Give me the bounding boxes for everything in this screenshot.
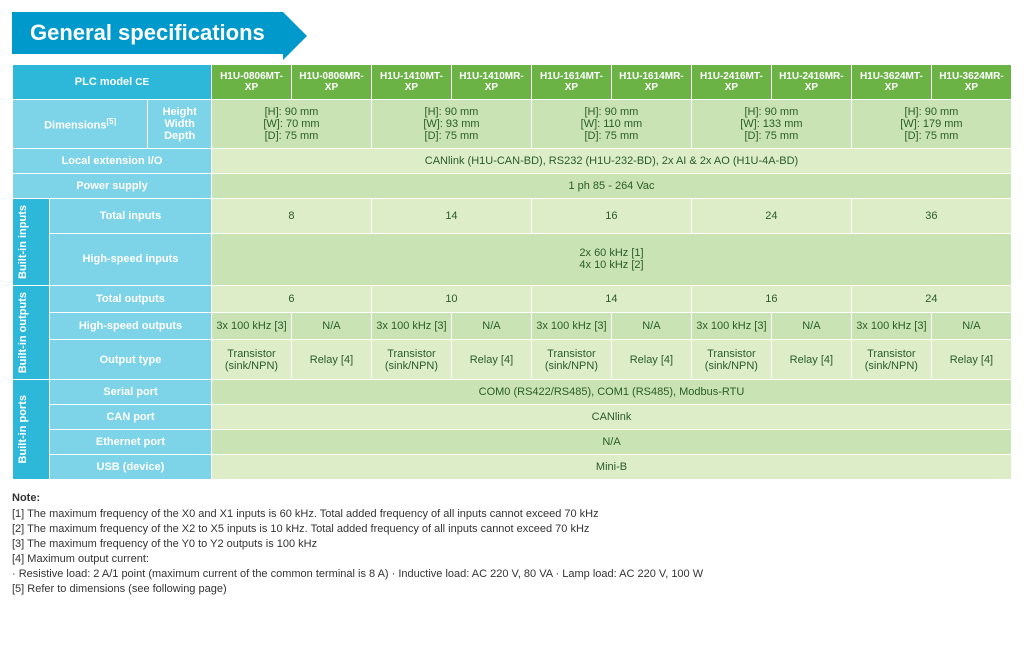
note-4b: · Resistive load: 2 A/1 point (maximum c… (12, 568, 1012, 580)
output-type-label: Output type (49, 340, 211, 380)
hs-inputs-val: 2x 60 kHz [1] 4x 10 kHz [2] (211, 234, 1011, 286)
model-col: H1U-1410MT-XP (371, 65, 451, 100)
to-cell: 14 (531, 285, 691, 312)
to-cell: 10 (371, 285, 531, 312)
builtin-ports-group: Built-in ports (13, 380, 50, 480)
ot-cell: Transistor (sink/NPN) (211, 340, 291, 380)
hso-cell: N/A (451, 313, 531, 340)
builtin-inputs-group: Built-in inputs (13, 199, 50, 286)
ti-cell: 36 (851, 199, 1011, 234)
model-col: H1U-3624MR-XP (931, 65, 1011, 100)
model-col: H1U-2416MT-XP (691, 65, 771, 100)
total-inputs-label: Total inputs (49, 199, 211, 234)
usb-val: Mini-B (211, 455, 1011, 480)
hs-outputs-label: High-speed outputs (49, 313, 211, 340)
ti-cell: 14 (371, 199, 531, 234)
note-4: [4] Maximum output current: (12, 553, 1012, 565)
ot-cell: Relay [4] (291, 340, 371, 380)
dimensions-label: Dimensions[5] (13, 100, 148, 149)
to-cell: 24 (851, 285, 1011, 312)
to-cell: 16 (691, 285, 851, 312)
dim-cell: [H]: 90 mm [W]: 179 mm [D]: 75 mm (851, 100, 1011, 149)
serial-val: COM0 (RS422/RS485), COM1 (RS485), Modbus… (211, 380, 1011, 405)
hso-cell: 3x 100 kHz [3] (531, 313, 611, 340)
ot-cell: Transistor (sink/NPN) (691, 340, 771, 380)
usb-label: USB (device) (49, 455, 211, 480)
note-1: [1] The maximum frequency of the X0 and … (12, 508, 1012, 520)
ot-cell: Relay [4] (771, 340, 851, 380)
hso-cell: 3x 100 kHz [3] (211, 313, 291, 340)
builtin-outputs-group: Built-in outputs (13, 285, 50, 379)
hso-cell: N/A (611, 313, 691, 340)
model-col: H1U-0806MR-XP (291, 65, 371, 100)
notes-title: Note: (12, 492, 1012, 504)
ot-cell: Relay [4] (451, 340, 531, 380)
note-5: [5] Refer to dimensions (see following p… (12, 583, 1012, 595)
model-col: H1U-0806MT-XP (211, 65, 291, 100)
eth-label: Ethernet port (49, 430, 211, 455)
power-val: 1 ph 85 - 264 Vac (211, 174, 1011, 199)
power-label: Power supply (13, 174, 212, 199)
plc-model-header: PLC model CE (13, 65, 212, 100)
ot-cell: Transistor (sink/NPN) (851, 340, 931, 380)
ti-cell: 24 (691, 199, 851, 234)
dim-cell: [H]: 90 mm [W]: 70 mm [D]: 75 mm (211, 100, 371, 149)
ot-cell: Relay [4] (931, 340, 1011, 380)
dim-cell: [H]: 90 mm [W]: 110 mm [D]: 75 mm (531, 100, 691, 149)
eth-val: N/A (211, 430, 1011, 455)
hso-cell: N/A (771, 313, 851, 340)
ot-cell: Relay [4] (611, 340, 691, 380)
model-col: H1U-2416MR-XP (771, 65, 851, 100)
to-cell: 6 (211, 285, 371, 312)
hso-cell: N/A (291, 313, 371, 340)
local-ext-label: Local extension I/O (13, 149, 212, 174)
local-ext-val: CANlink (H1U-CAN-BD), RS232 (H1U-232-BD)… (211, 149, 1011, 174)
notes-section: Note: [1] The maximum frequency of the X… (12, 492, 1012, 595)
spec-table: PLC model CE H1U-0806MT-XP H1U-0806MR-XP… (12, 64, 1012, 480)
hso-cell: N/A (931, 313, 1011, 340)
model-col: H1U-1614MR-XP (611, 65, 691, 100)
note-3: [3] The maximum frequency of the Y0 to Y… (12, 538, 1012, 550)
ti-cell: 16 (531, 199, 691, 234)
hso-cell: 3x 100 kHz [3] (851, 313, 931, 340)
note-2: [2] The maximum frequency of the X2 to X… (12, 523, 1012, 535)
hso-cell: 3x 100 kHz [3] (371, 313, 451, 340)
hwd-label: Height Width Depth (148, 100, 212, 149)
model-col: H1U-1410MR-XP (451, 65, 531, 100)
dim-cell: [H]: 90 mm [W]: 93 mm [D]: 75 mm (371, 100, 531, 149)
total-outputs-label: Total outputs (49, 285, 211, 312)
dim-cell: [H]: 90 mm [W]: 133 mm [D]: 75 mm (691, 100, 851, 149)
hso-cell: 3x 100 kHz [3] (691, 313, 771, 340)
hs-inputs-label: High-speed inputs (49, 234, 211, 286)
can-label: CAN port (49, 405, 211, 430)
can-val: CANlink (211, 405, 1011, 430)
model-col: H1U-3624MT-XP (851, 65, 931, 100)
ot-cell: Transistor (sink/NPN) (371, 340, 451, 380)
serial-label: Serial port (49, 380, 211, 405)
ti-cell: 8 (211, 199, 371, 234)
model-col: H1U-1614MT-XP (531, 65, 611, 100)
section-title: General specifications (12, 12, 283, 54)
ot-cell: Transistor (sink/NPN) (531, 340, 611, 380)
